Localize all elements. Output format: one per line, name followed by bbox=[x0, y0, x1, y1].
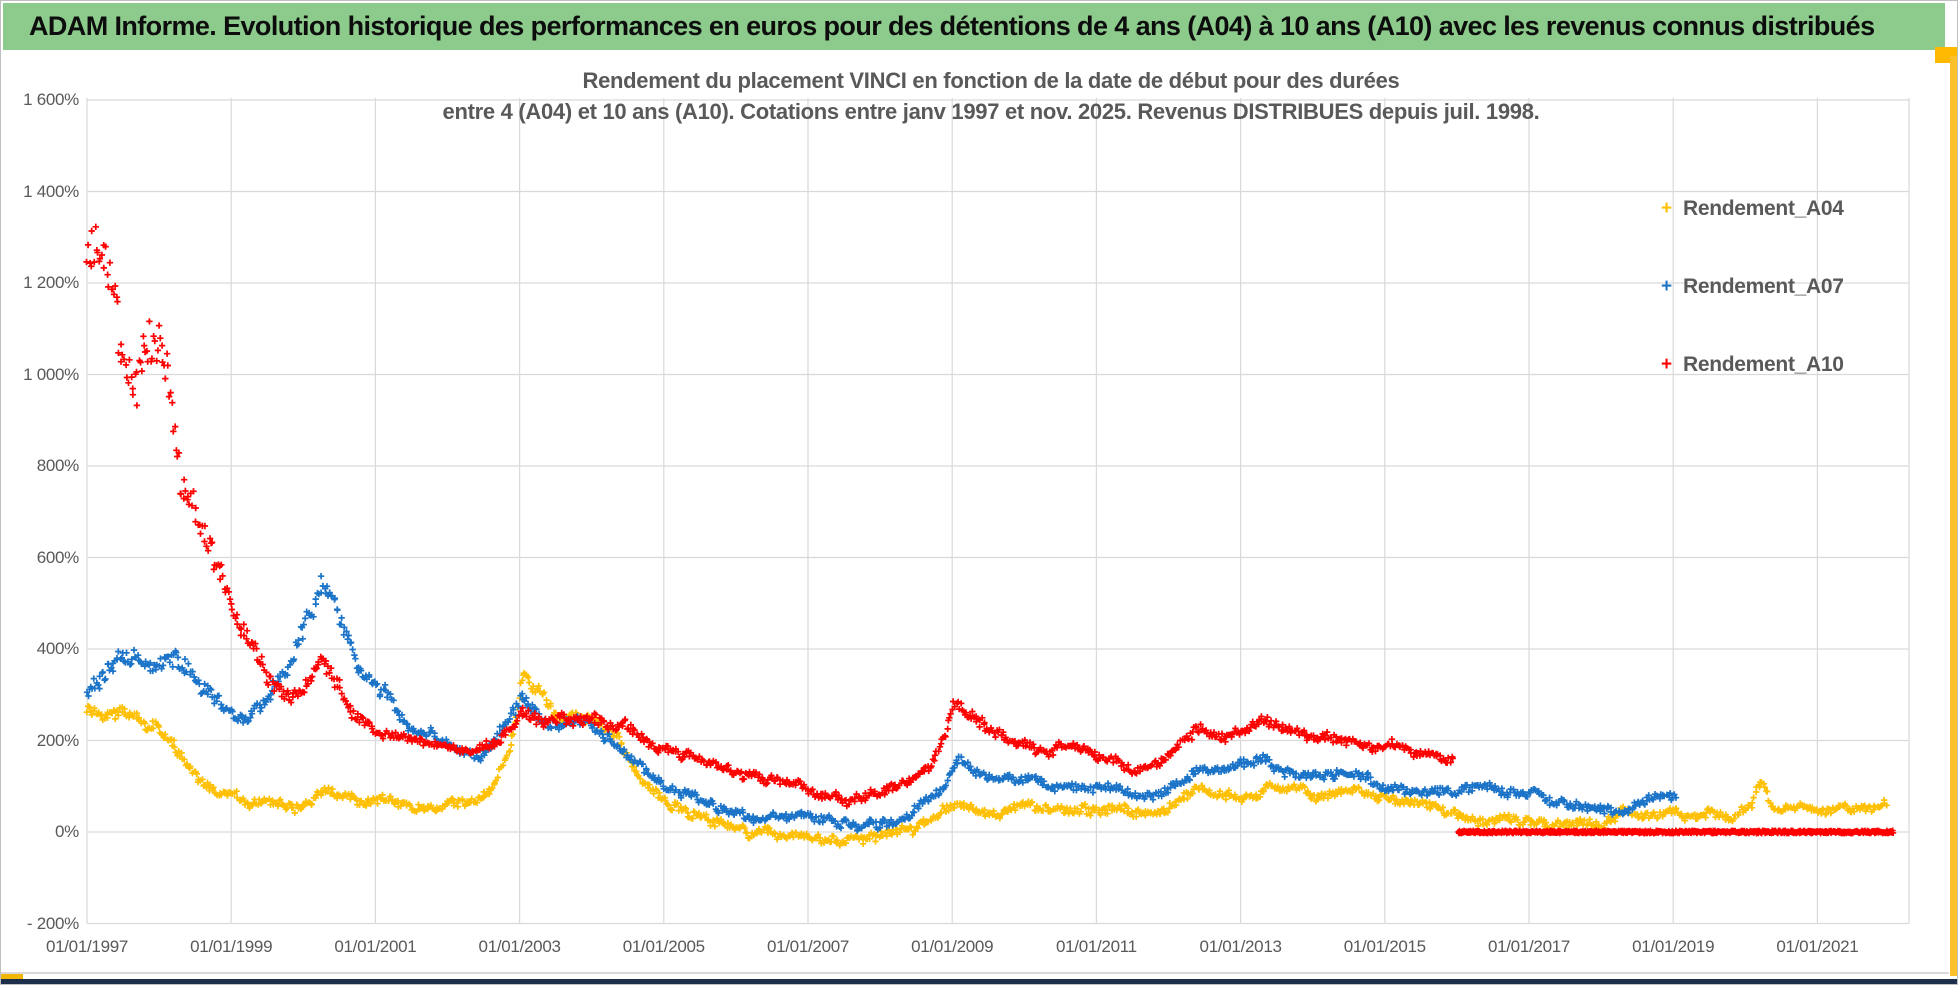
legend-label: Rendement_A04 bbox=[1683, 197, 1844, 220]
x-axis-tick-label: 01/01/2011 bbox=[1055, 937, 1137, 956]
y-axis-tick-label: 1 600% bbox=[23, 90, 79, 109]
y-axis-tick-label: 200% bbox=[36, 730, 80, 750]
bottom-divider-line bbox=[1, 972, 1949, 974]
x-axis-tick-label: 01/01/2001 bbox=[334, 937, 417, 956]
x-axis-tick-label: 01/01/2013 bbox=[1199, 937, 1282, 956]
x-axis-tick-label: 01/01/2009 bbox=[911, 937, 994, 956]
y-axis-tick-label: 1 400% bbox=[23, 181, 79, 201]
series-points-rendement_a04[interactable] bbox=[83, 669, 1890, 849]
series-points-rendement_a07[interactable] bbox=[83, 573, 1680, 834]
x-axis-tick-label: 01/01/2007 bbox=[766, 937, 850, 956]
x-axis-tick-label: 01/01/2021 bbox=[1776, 937, 1859, 956]
legend-label: Rendement_A07 bbox=[1683, 275, 1844, 298]
legend-label: Rendement_A10 bbox=[1683, 353, 1844, 376]
x-axis-tick-label: 01/01/2003 bbox=[478, 937, 561, 956]
legend-entry-rendement_a04[interactable]: + Rendement_A04 bbox=[1661, 197, 1844, 221]
y-axis-tick-label: 1 000% bbox=[23, 364, 79, 384]
gold-bottom-left-decoration bbox=[1, 974, 23, 982]
y-axis-tick-label: - 200% bbox=[26, 913, 79, 933]
legend-plus-marker-icon: + bbox=[1661, 354, 1673, 375]
y-axis-tick-label: 600% bbox=[36, 547, 80, 567]
y-axis-tick-label: 800% bbox=[36, 456, 80, 475]
legend-entry-rendement_a10[interactable]: + Rendement_A10 bbox=[1661, 353, 1844, 377]
legend-plus-marker-icon: + bbox=[1661, 198, 1673, 219]
x-axis-tick-label: 01/01/2019 bbox=[1632, 937, 1715, 956]
chart-title-line2: entre 4 (A04) et 10 ans (A10). Cotations… bbox=[442, 99, 1540, 124]
legend-entry-rendement_a07[interactable]: + Rendement_A07 bbox=[1661, 275, 1844, 299]
legend-plus-marker-icon: + bbox=[1661, 276, 1673, 297]
y-axis-tick-label: 400% bbox=[36, 639, 80, 658]
x-axis-tick-label: 01/01/2005 bbox=[622, 937, 705, 956]
y-axis-tick-label: 0% bbox=[55, 822, 79, 841]
x-axis-tick-label: 01/01/1999 bbox=[190, 937, 273, 956]
bottom-navy-border bbox=[1, 979, 1957, 984]
series-points-rendement_a10[interactable] bbox=[83, 223, 1456, 810]
x-axis-tick-label: 01/01/2017 bbox=[1487, 937, 1571, 956]
chart-title-line1: Rendement du placement VINCI en fonction… bbox=[582, 68, 1400, 93]
x-axis-tick-label: 01/01/1997 bbox=[45, 937, 129, 956]
gold-right-border bbox=[1950, 56, 1957, 976]
y-axis-tick-label: 1 200% bbox=[23, 273, 79, 292]
chart-title: Rendement du placement VINCI en fonction… bbox=[301, 65, 1681, 127]
page-title: ADAM Informe. Evolution historique des p… bbox=[3, 3, 1945, 50]
x-axis-tick-label: 01/01/2015 bbox=[1343, 937, 1426, 956]
series-flat-points-rendement_a10[interactable] bbox=[1455, 827, 1897, 837]
